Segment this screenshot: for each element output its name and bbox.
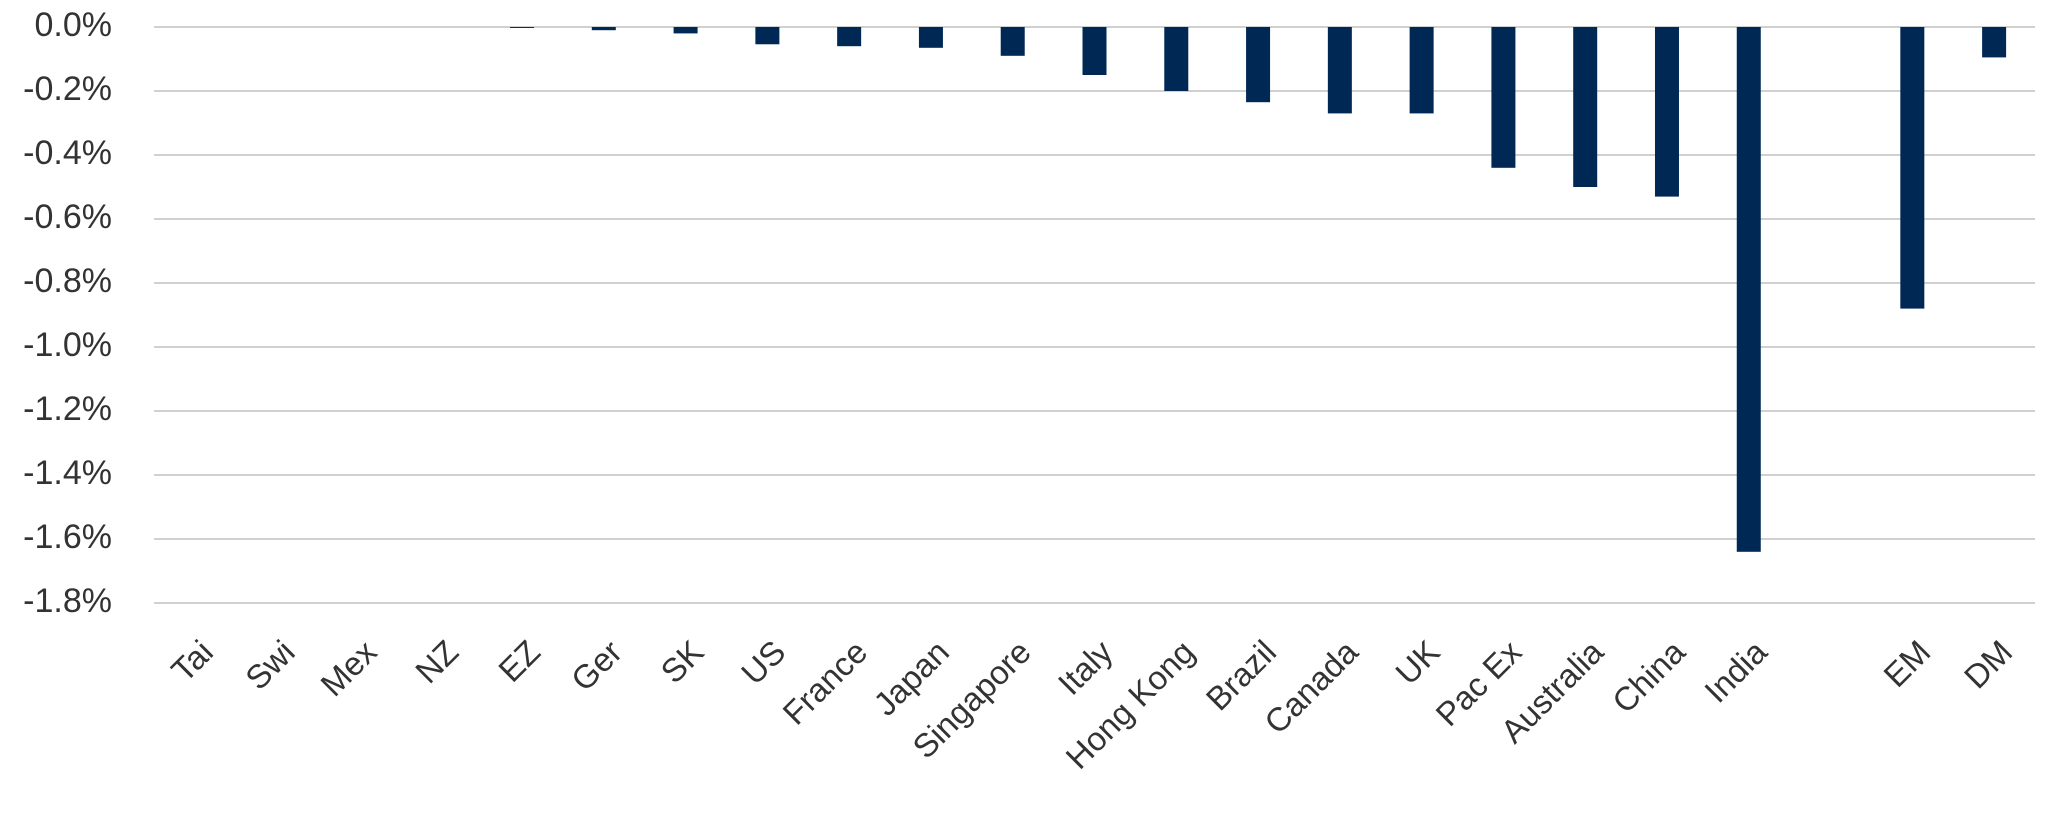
y-tick-label: -1.6% — [23, 518, 112, 556]
y-tick-label: -1.0% — [23, 326, 112, 364]
bar — [918, 27, 943, 48]
x-tick-label: NZ — [408, 633, 465, 690]
x-tick-label: UK — [1388, 633, 1447, 692]
bar — [673, 27, 698, 34]
bar — [1000, 27, 1025, 56]
y-tick-label: -0.8% — [23, 262, 112, 300]
x-tick-label: Swi — [238, 633, 302, 697]
bar — [510, 27, 535, 28]
bar — [591, 27, 616, 31]
bar — [1082, 27, 1107, 75]
bar — [1736, 27, 1761, 552]
y-tick-label: -0.4% — [23, 134, 112, 172]
x-tick-label: US — [734, 633, 793, 692]
x-tick-label: France — [775, 633, 874, 732]
x-tick-label: Canada — [1257, 633, 1365, 741]
x-tick-label: EZ — [491, 633, 547, 689]
bar — [1900, 27, 1925, 309]
bar — [1246, 27, 1271, 103]
x-tick-label: SK — [653, 633, 710, 690]
x-tick-label: Italy — [1051, 633, 1120, 702]
x-tick-label: India — [1697, 632, 1774, 709]
x-tick-label: DM — [1957, 633, 2019, 695]
bar — [1491, 27, 1516, 168]
y-tick-label: -1.8% — [23, 582, 112, 620]
bar — [1164, 27, 1189, 91]
x-tick-label: China — [1605, 633, 1693, 721]
bar — [1409, 27, 1434, 114]
x-tick-label: Mex — [313, 633, 384, 704]
x-tick-label: EM — [1876, 633, 1937, 694]
y-tick-label: -1.2% — [23, 390, 112, 428]
x-tick-label: Tai — [164, 633, 220, 689]
bar — [1982, 27, 2007, 58]
y-tick-label: -1.4% — [23, 454, 112, 492]
bar — [755, 27, 780, 45]
bar — [837, 27, 862, 47]
y-tick-label: -0.2% — [23, 70, 112, 108]
y-tick-label: -0.6% — [23, 198, 112, 236]
bar — [1573, 27, 1598, 187]
x-tick-label: Ger — [564, 633, 629, 698]
bar — [1327, 27, 1352, 114]
y-tick-label: 0.0% — [35, 6, 113, 44]
bar — [1654, 27, 1679, 197]
